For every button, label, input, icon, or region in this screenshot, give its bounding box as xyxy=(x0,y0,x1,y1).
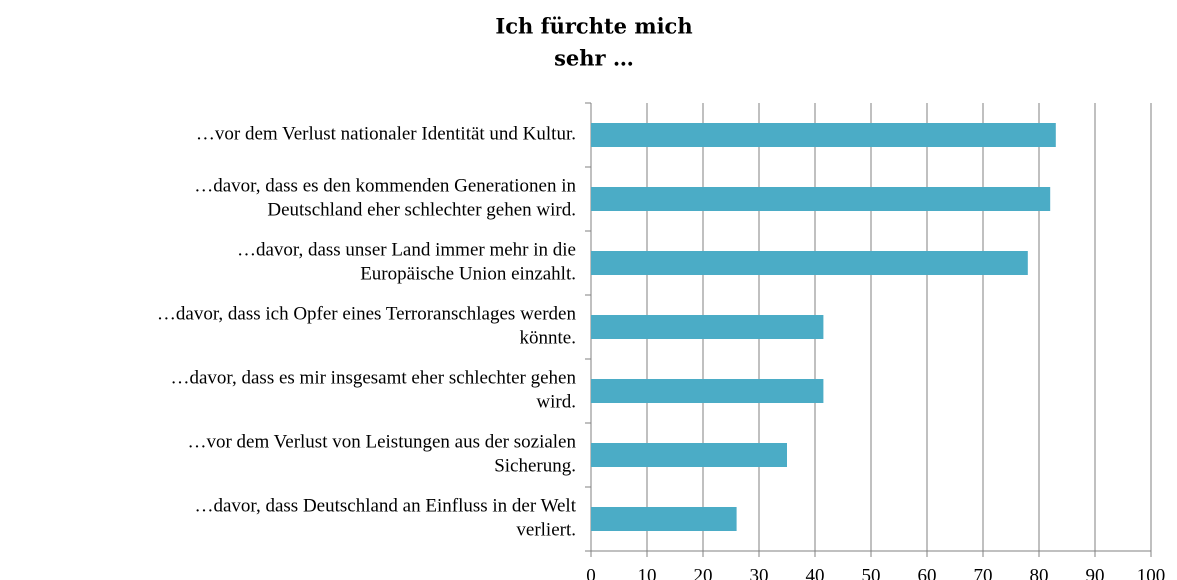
y-tick-label: …davor, dass es den kommenden Generation… xyxy=(194,175,576,196)
x-tick-label: 0 xyxy=(586,565,596,580)
y-tick-label: wird. xyxy=(536,391,576,412)
x-tick-label: 20 xyxy=(694,565,713,580)
bar xyxy=(591,507,737,531)
bar xyxy=(591,379,824,403)
x-tick-label: 80 xyxy=(1030,565,1049,580)
y-tick-label: Europäische Union einzahlt. xyxy=(360,263,576,284)
y-tick-label: Sicherung. xyxy=(494,455,576,476)
y-tick-label: …davor, dass ich Opfer eines Terroransch… xyxy=(157,303,577,324)
bar xyxy=(591,315,824,339)
y-tick-label: …davor, dass unser Land immer mehr in di… xyxy=(237,239,576,260)
y-tick-label: …vor dem Verlust nationaler Identität un… xyxy=(196,123,576,144)
x-tick-label: 30 xyxy=(750,565,769,580)
y-tick-label: …davor, dass Deutschland an Einfluss in … xyxy=(194,495,576,516)
y-tick-label: …davor, dass es mir insgesamt eher schle… xyxy=(171,367,577,388)
bar xyxy=(591,443,787,467)
x-tick-label: 10 xyxy=(638,565,657,580)
x-tick-label: 100 xyxy=(1137,565,1166,580)
x-tick-label: 90 xyxy=(1086,565,1105,580)
x-tick-label: 70 xyxy=(974,565,993,580)
bar xyxy=(591,123,1056,147)
chart-title: Ich fürchte mich xyxy=(495,14,692,39)
chart-title: sehr … xyxy=(554,46,634,71)
x-tick-label: 50 xyxy=(862,565,881,580)
y-tick-label: …vor dem Verlust von Leistungen aus der … xyxy=(187,431,576,452)
x-tick-label: 60 xyxy=(918,565,937,580)
y-tick-label: könnte. xyxy=(520,327,576,348)
bar xyxy=(591,251,1028,275)
y-tick-label: verliert. xyxy=(516,519,576,540)
x-tick-label: 40 xyxy=(806,565,825,580)
y-tick-label: Deutschland eher schlechter gehen wird. xyxy=(267,199,576,220)
bar xyxy=(591,187,1051,211)
